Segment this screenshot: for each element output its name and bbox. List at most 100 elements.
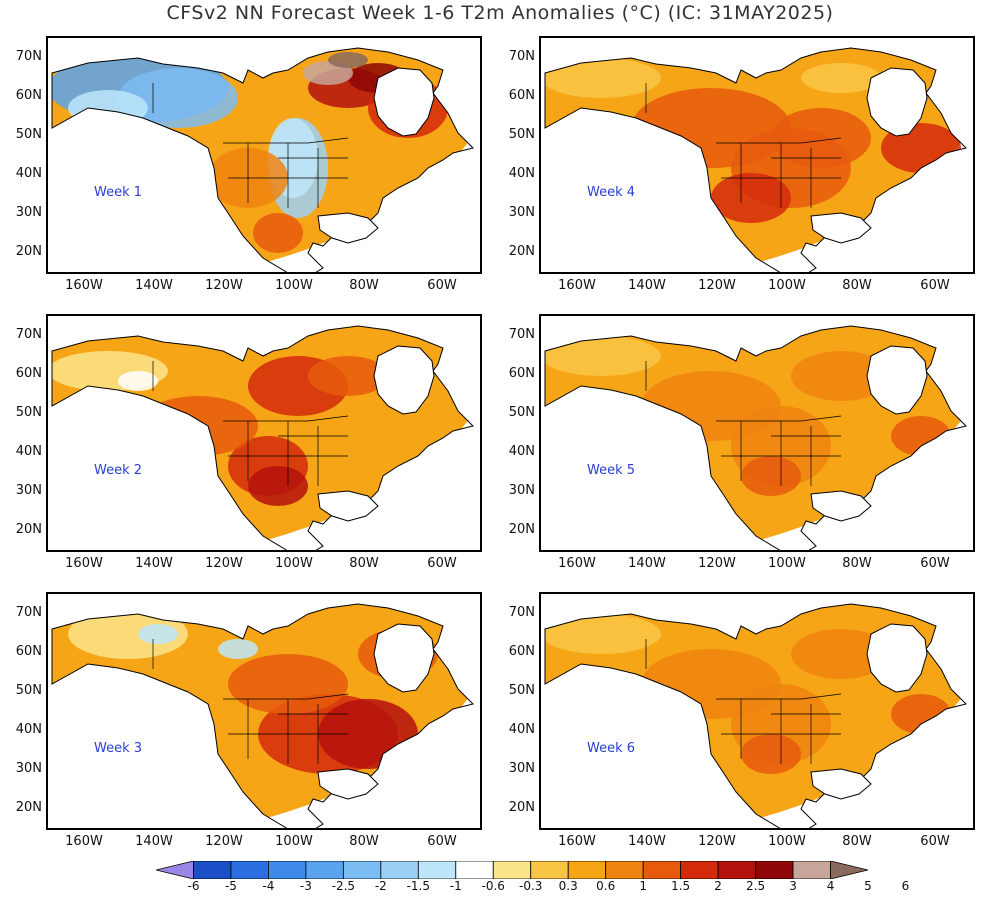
coastline: [51, 47, 474, 272]
lon-tick-label: 160W: [65, 278, 103, 293]
week-label: Week 4: [587, 185, 636, 200]
color-swatch: [567, 861, 607, 879]
map-panel: Week 4: [539, 36, 975, 274]
lat-tick-label: 60N: [508, 88, 535, 103]
lon-tick-label: 80W: [842, 278, 872, 293]
lat-tick-label: 40N: [15, 444, 42, 459]
lat-tick-label: 60N: [15, 366, 42, 381]
legend-tick-label: 6: [901, 879, 910, 893]
lon-tick-label: 80W: [842, 834, 872, 849]
lat-tick-label: 60N: [15, 88, 42, 103]
anomaly-region: [711, 173, 791, 223]
gulf-of-mexico: [810, 768, 872, 800]
lon-tick-label: 140W: [628, 556, 666, 571]
lon-tick-label: 100W: [768, 834, 806, 849]
anomaly-region: [138, 624, 178, 644]
color-swatch: [792, 861, 831, 879]
lon-tick-label: 160W: [65, 556, 103, 571]
map-panel: Week 5: [539, 314, 975, 552]
lon-tick-label: 140W: [135, 834, 173, 849]
lon-tick-label: 100W: [768, 556, 806, 571]
anomaly-region: [741, 734, 801, 774]
hudson-bay: [373, 345, 435, 415]
lat-tick-label: 70N: [15, 605, 42, 620]
lat-tick-label: 40N: [508, 166, 535, 181]
legend-tick-label: 0.3: [558, 879, 578, 893]
color-swatch: [830, 861, 868, 879]
legend-tick-label: -0.3: [519, 879, 543, 893]
anomaly-region: [308, 356, 388, 396]
lat-tick-label: 30N: [15, 483, 42, 498]
color-swatch: [642, 861, 682, 879]
lon-tick-label: 80W: [349, 278, 379, 293]
legend-tick-label: 3: [789, 879, 797, 893]
color-swatch: [417, 861, 457, 879]
lat-tick-label: 70N: [508, 327, 535, 342]
anomaly-map: [544, 325, 967, 550]
lon-tick-label: 60W: [427, 556, 457, 571]
lat-tick-label: 70N: [508, 605, 535, 620]
color-swatch: [717, 861, 756, 879]
lat-tick-label: 20N: [508, 522, 535, 537]
lon-tick-label: 60W: [427, 834, 457, 849]
anomaly-region: [138, 396, 258, 456]
anomaly-map: [544, 603, 967, 828]
political-borders: [645, 361, 842, 486]
anomaly-region: [328, 52, 368, 68]
legend-tick-label: 1.5: [671, 879, 691, 893]
legend-tick-label: 2: [714, 879, 722, 893]
lon-tick-label: 100W: [768, 278, 806, 293]
lat-tick-label: 30N: [15, 205, 42, 220]
color-swatch: [605, 861, 644, 879]
color-swatch: [492, 861, 532, 879]
lat-tick-label: 50N: [508, 405, 535, 420]
anomaly-region: [545, 614, 661, 654]
week-label: Week 5: [587, 463, 636, 478]
gulf-of-mexico: [810, 212, 872, 244]
legend-tick-label: 5: [864, 879, 872, 893]
color-legend: [156, 861, 868, 879]
anomaly-region: [891, 416, 951, 456]
hudson-bay: [866, 345, 928, 415]
legend-tick-label: 0.6: [596, 879, 616, 893]
lat-tick-label: 30N: [15, 761, 42, 776]
legend-tick-label: -2.5: [331, 879, 356, 893]
color-swatch: [193, 861, 232, 879]
week-label: Week 3: [94, 741, 143, 756]
coastline: [544, 47, 967, 272]
gulf-of-mexico: [317, 212, 379, 244]
legend-tick-label: -3: [299, 879, 312, 893]
lat-tick-label: 70N: [15, 49, 42, 64]
lon-tick-label: 60W: [920, 556, 950, 571]
lat-tick-label: 40N: [15, 722, 42, 737]
anomaly-map: [544, 47, 967, 272]
lat-tick-label: 20N: [15, 522, 42, 537]
color-swatch: [156, 861, 194, 879]
color-swatch: [530, 861, 569, 879]
legend-tick-label: -2: [374, 879, 387, 893]
lat-tick-label: 20N: [15, 800, 42, 815]
lon-tick-label: 100W: [275, 556, 313, 571]
lat-tick-label: 50N: [15, 127, 42, 142]
coastline: [544, 325, 967, 550]
hudson-bay: [373, 67, 435, 137]
lon-tick-label: 60W: [920, 278, 950, 293]
week-label: Week 2: [94, 463, 143, 478]
lon-tick-label: 140W: [628, 278, 666, 293]
figure-title: CFSv2 NN Forecast Week 1-6 T2m Anomalies…: [166, 2, 834, 24]
lon-tick-label: 80W: [349, 556, 379, 571]
legend-tick-label: -1: [449, 879, 462, 893]
lon-tick-label: 140W: [135, 278, 173, 293]
political-borders: [645, 83, 842, 208]
lat-tick-label: 60N: [508, 366, 535, 381]
political-borders: [152, 639, 349, 764]
lat-tick-label: 20N: [508, 244, 535, 259]
lat-tick-label: 40N: [15, 166, 42, 181]
legend-tick-label: 1: [639, 879, 647, 893]
anomaly-region: [801, 63, 881, 93]
map-panel: Week 6: [539, 592, 975, 830]
anomaly-region: [791, 629, 891, 679]
anomaly-region: [118, 371, 158, 391]
lon-tick-label: 60W: [427, 278, 457, 293]
lon-tick-label: 80W: [349, 834, 379, 849]
